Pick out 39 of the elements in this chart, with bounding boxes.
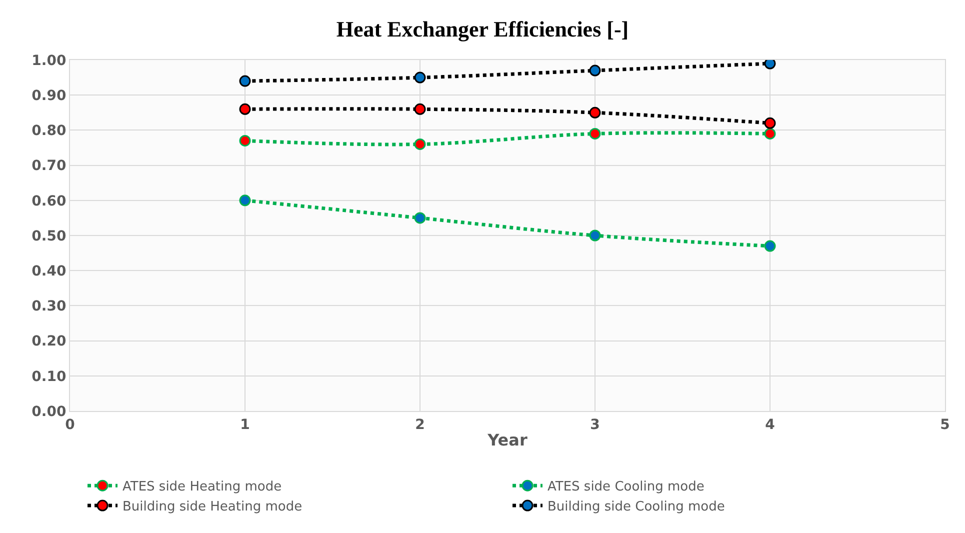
x-tick-label: 0 <box>65 416 76 433</box>
chart-title: Heat Exchanger Efficiencies [-] <box>336 16 629 42</box>
y-tick-label: 0.70 <box>32 158 66 174</box>
point <box>589 230 601 242</box>
point <box>764 240 776 252</box>
y-tick-label: 0.80 <box>32 123 66 140</box>
y-tick-label: 1.00 <box>32 52 66 69</box>
y-tick-label: 0.10 <box>32 368 66 385</box>
point <box>414 72 426 84</box>
x-tick-label: 2 <box>415 416 425 433</box>
point <box>239 134 251 146</box>
y-tick-label: 0.30 <box>32 298 66 315</box>
point <box>239 194 251 206</box>
point <box>239 75 251 87</box>
x-tick-label: 4 <box>765 416 776 433</box>
y-tick-label: 0.50 <box>32 228 66 244</box>
x-tick-label: 5 <box>940 416 950 433</box>
x-axis-title: Year <box>486 430 528 450</box>
legend-label: ATES side Heating mode <box>122 480 282 495</box>
point <box>589 106 601 118</box>
x-tick-label: 3 <box>590 416 600 433</box>
point <box>414 103 426 115</box>
y-tick-label: 0.90 <box>32 88 66 104</box>
y-tick-label: 0.20 <box>32 334 66 350</box>
y-tick-label: 0.00 <box>32 404 66 420</box>
legend-label: ATES side Cooling mode <box>548 480 704 495</box>
point <box>764 117 776 129</box>
y-tick-label: 0.60 <box>32 193 66 210</box>
point <box>764 128 776 140</box>
point <box>239 103 251 115</box>
y-tick-label: 0.40 <box>32 264 66 280</box>
point <box>589 64 601 76</box>
point <box>764 60 776 70</box>
x-tick-label: 1 <box>240 416 250 433</box>
legend-label: Building side Heating mode <box>122 500 302 515</box>
point <box>414 212 426 224</box>
point <box>589 128 601 140</box>
legend-label: Building side Cooling mode <box>548 500 725 515</box>
point <box>414 138 426 150</box>
